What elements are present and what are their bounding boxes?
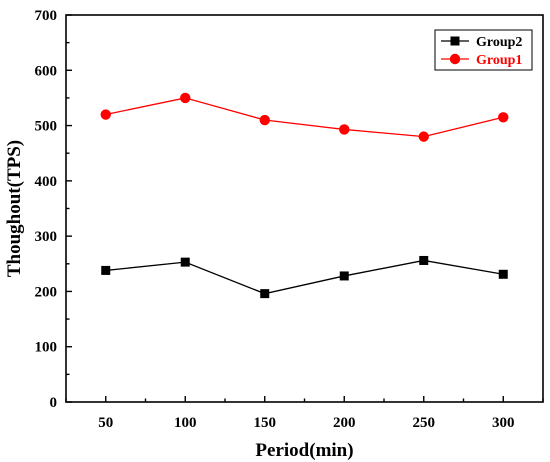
- x-tick-label: 250: [413, 415, 436, 431]
- chart-ticks: 0 100 200 300 400 500 600 700 50 100 150 200 250 300: [35, 8, 544, 431]
- y-tick-label: 400: [35, 174, 58, 190]
- data-point: [498, 112, 509, 123]
- series-group2: [101, 255, 508, 299]
- x-tick-label: 300: [492, 415, 515, 431]
- y-tick-label: 200: [35, 284, 58, 300]
- x-tick-label: 150: [254, 415, 277, 431]
- x-tick-label: 50: [98, 415, 113, 431]
- y-tick-label: 600: [35, 63, 58, 79]
- series-group1: [100, 92, 509, 142]
- data-point: [180, 257, 190, 267]
- x-tick-label: 100: [174, 415, 197, 431]
- data-point: [339, 271, 349, 281]
- data-point: [339, 124, 350, 135]
- data-point: [418, 131, 429, 142]
- chart-series: [100, 92, 509, 299]
- series-line: [105, 97, 504, 138]
- x-axis-title: Period(min): [255, 440, 353, 461]
- y-tick-label: 300: [35, 229, 58, 245]
- y-tick-label: 100: [35, 340, 58, 356]
- data-point: [498, 269, 508, 279]
- data-point: [259, 114, 270, 126]
- y-tick-label: 700: [35, 8, 58, 24]
- y-tick-label: 0: [50, 395, 58, 411]
- chart-axes: [65, 14, 544, 403]
- legend-label: Group1: [476, 53, 522, 68]
- legend-marker: [450, 36, 460, 46]
- legend-label: Group2: [476, 35, 522, 50]
- legend-marker: [449, 53, 461, 65]
- chart-legend: Group2 Group1: [434, 29, 533, 71]
- y-axis-title: Thoughout(TPS): [4, 140, 25, 277]
- data-point: [101, 265, 111, 275]
- series-line: [105, 259, 504, 295]
- data-point: [260, 289, 270, 299]
- data-point: [419, 255, 429, 265]
- y-tick-label: 500: [35, 119, 58, 135]
- plot-frame: [65, 14, 544, 403]
- x-tick-label: 200: [333, 415, 356, 431]
- data-point: [180, 92, 191, 104]
- data-point: [100, 109, 111, 120]
